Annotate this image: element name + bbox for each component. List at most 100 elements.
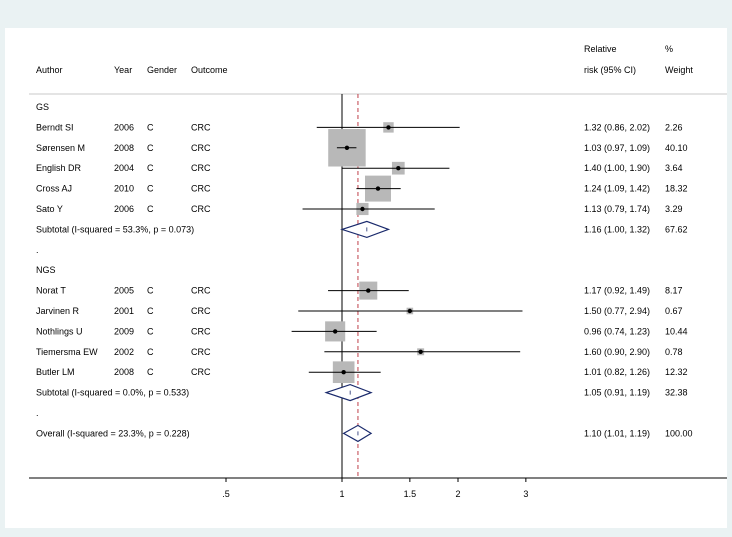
study-outcome: CRC — [191, 122, 211, 132]
header-percent: % — [665, 44, 673, 54]
forest-plot: Author Year Gender Outcome Relative risk (95%… — [5, 28, 727, 528]
study-rr-ci: 1.03 (0.97, 1.09) — [584, 143, 650, 153]
subtotal-weight: 67.62 — [665, 224, 688, 234]
study-year: 2004 — [114, 163, 134, 173]
study-year: 2010 — [114, 184, 134, 194]
study-gender: C — [147, 122, 154, 132]
separator-dot: . — [36, 408, 39, 418]
study-gender: C — [147, 286, 154, 296]
point-estimate — [366, 288, 371, 293]
overall-rr-ci: 1.10 (1.01, 1.19) — [584, 428, 650, 438]
study-rr-ci: 1.01 (0.82, 1.26) — [584, 367, 650, 377]
study-author: Nothlings U — [36, 326, 83, 336]
study-weight: 3.64 — [665, 163, 683, 173]
study-author: Butler LM — [36, 367, 75, 377]
x-tick-label: .5 — [222, 489, 230, 499]
header-year: Year — [114, 65, 132, 75]
study-author: Sato Y — [36, 204, 63, 214]
study-year: 2008 — [114, 367, 134, 377]
group-label: NGS — [36, 265, 56, 275]
study-year: 2009 — [114, 326, 134, 336]
subtotal-label: Subtotal (I-squared = 0.0%, p = 0.533) — [36, 388, 189, 398]
subtotal-rr-ci: 1.05 (0.91, 1.19) — [584, 388, 650, 398]
subtotal-diamond — [324, 383, 373, 402]
study-rr-ci: 1.60 (0.90, 2.90) — [584, 347, 650, 357]
study-weight: 10.44 — [665, 326, 688, 336]
study-gender: C — [147, 306, 154, 316]
point-estimate — [418, 349, 423, 354]
study-year: 2002 — [114, 347, 134, 357]
point-estimate — [332, 329, 338, 334]
study-author: Jarvinen R — [36, 306, 80, 316]
study-rr-ci: 0.96 (0.74, 1.23) — [584, 326, 650, 336]
study-author: Norat T — [36, 286, 66, 296]
study-outcome: CRC — [191, 184, 211, 194]
separator-dot: . — [36, 245, 39, 255]
subtotal-label: Subtotal (I-squared = 53.3%, p = 0.073) — [36, 224, 194, 234]
study-rr-ci: 1.32 (0.86, 2.02) — [584, 122, 650, 132]
study-outcome: CRC — [191, 143, 211, 153]
point-estimate — [360, 206, 365, 212]
study-rr-ci: 1.24 (1.09, 1.42) — [584, 184, 650, 194]
study-weight: 18.32 — [665, 184, 688, 194]
study-author: Tiemersma EW — [36, 347, 98, 357]
study-year: 2001 — [114, 306, 134, 316]
header-weight: Weight — [665, 65, 693, 75]
study-outcome: CRC — [191, 163, 211, 173]
subtotal-weight: 32.38 — [665, 388, 688, 398]
study-weight: 12.32 — [665, 367, 688, 377]
study-weight: 8.17 — [665, 286, 683, 296]
study-outcome: CRC — [191, 347, 211, 357]
subtotal-rr-ci: 1.16 (1.00, 1.32) — [584, 224, 650, 234]
x-tick-label: 1.5 — [404, 489, 417, 499]
header-rr-ci: risk (95% CI) — [584, 65, 636, 75]
study-outcome: CRC — [191, 326, 211, 336]
study-weight: 0.67 — [665, 306, 683, 316]
study-outcome: CRC — [191, 367, 211, 377]
study-author: Sørensen M — [36, 143, 85, 153]
study-author: Cross AJ — [36, 184, 72, 194]
study-gender: C — [147, 184, 154, 194]
x-tick-label: 1 — [339, 489, 344, 499]
point-estimate — [344, 145, 350, 150]
point-estimate — [375, 186, 381, 191]
point-estimate — [341, 370, 346, 375]
header-relative: Relative — [584, 44, 617, 54]
study-gender: C — [147, 367, 154, 377]
study-rr-ci: 1.40 (1.00, 1.90) — [584, 163, 650, 173]
point-estimate — [407, 308, 413, 314]
study-rr-ci: 1.13 (0.79, 1.74) — [584, 204, 650, 214]
study-outcome: CRC — [191, 286, 211, 296]
study-rr-ci: 1.17 (0.92, 1.49) — [584, 286, 650, 296]
header-gender: Gender — [147, 65, 177, 75]
x-tick-label: 3 — [523, 489, 528, 499]
study-weight: 3.29 — [665, 204, 683, 214]
study-weight: 40.10 — [665, 143, 688, 153]
overall-weight: 100.00 — [665, 428, 693, 438]
overall-diamond — [342, 424, 373, 443]
study-gender: C — [147, 163, 154, 173]
x-tick-label: 2 — [455, 489, 460, 499]
group-label: GS — [36, 102, 49, 112]
study-rr-ci: 1.50 (0.77, 2.94) — [584, 306, 650, 316]
study-gender: C — [147, 143, 154, 153]
overall-label: Overall (I-squared = 23.3%, p = 0.228) — [36, 428, 190, 438]
header-outcome: Outcome — [191, 65, 228, 75]
forest-plot-frame: Author Year Gender Outcome Relative risk (95%… — [5, 6, 727, 528]
study-weight: 0.78 — [665, 347, 683, 357]
study-outcome: CRC — [191, 306, 211, 316]
study-author: English DR — [36, 163, 82, 173]
study-year: 2006 — [114, 122, 134, 132]
study-author: Berndt SI — [36, 122, 74, 132]
point-estimate — [396, 166, 401, 171]
plot-panel — [5, 28, 727, 528]
study-gender: C — [147, 326, 154, 336]
point-estimate — [386, 125, 391, 130]
subtotal-diamond — [340, 220, 391, 239]
study-outcome: CRC — [191, 204, 211, 214]
study-gender: C — [147, 347, 154, 357]
study-year: 2005 — [114, 286, 134, 296]
study-gender: C — [147, 204, 154, 214]
study-year: 2008 — [114, 143, 134, 153]
header-author: Author — [36, 65, 63, 75]
